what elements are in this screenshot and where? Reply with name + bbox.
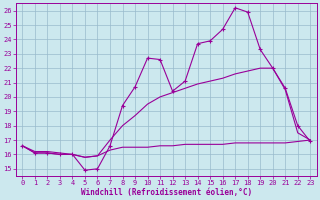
- X-axis label: Windchill (Refroidissement éolien,°C): Windchill (Refroidissement éolien,°C): [81, 188, 252, 197]
